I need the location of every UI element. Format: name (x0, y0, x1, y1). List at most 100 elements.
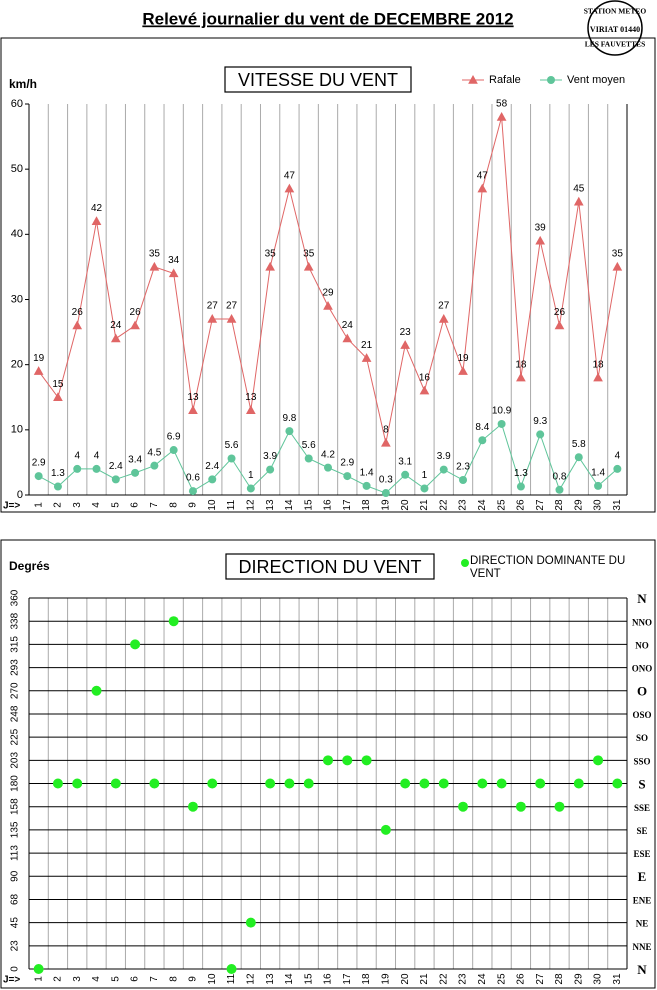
data-label: 9.8 (282, 413, 296, 424)
marker (285, 427, 294, 436)
point (226, 964, 237, 974)
legend-label: Rafale (489, 74, 521, 86)
data-label: 2.4 (109, 461, 123, 472)
marker (555, 485, 564, 494)
marker (516, 372, 526, 382)
x-tick-label: 9 (188, 502, 199, 508)
data-label: 27 (226, 301, 238, 312)
data-label: 8.4 (475, 422, 489, 433)
data-label: 26 (72, 307, 84, 318)
marker (497, 419, 506, 428)
point (593, 755, 604, 766)
x-tick-label: 27 (535, 973, 546, 985)
data-label: 19 (33, 353, 45, 364)
x-tick-label: 25 (496, 973, 507, 985)
marker (613, 464, 622, 473)
legend: DIRECTION DOMINANTE DU VENT (470, 555, 625, 580)
marker (535, 235, 546, 245)
data-label: 3.9 (437, 451, 451, 462)
data-label: 35 (303, 249, 315, 260)
point (149, 778, 160, 789)
marker (516, 482, 525, 491)
x-tick-label: 8 (168, 502, 179, 508)
point (323, 755, 333, 766)
y2-tick-label: SE (636, 826, 647, 836)
point (535, 778, 546, 789)
stamp-text: STATION METEO (584, 7, 647, 16)
y-tick-label: 60 (11, 98, 23, 110)
x-tick-label: 23 (458, 973, 469, 985)
data-label: 3.9 (263, 451, 277, 462)
point (361, 755, 372, 766)
x-tick-label: 2 (53, 502, 64, 508)
marker (130, 320, 140, 330)
x-tick-label: 2 (53, 976, 64, 982)
data-label: 29 (322, 288, 334, 299)
y2-tick-label: S (638, 776, 645, 791)
data-label: 45 (573, 183, 585, 194)
data-label: 5.8 (572, 439, 586, 450)
data-label: 2.9 (32, 458, 46, 469)
x-tick-label: 27 (535, 499, 546, 511)
data-label: 5.6 (225, 440, 239, 451)
y-tick-label: 23 (10, 940, 21, 952)
data-label: 18 (515, 359, 527, 370)
x-tick-label: 29 (573, 973, 584, 985)
point (380, 824, 391, 835)
y-tick-label: 45 (10, 917, 21, 929)
marker (323, 300, 333, 310)
page-title: Relevé journalier du vent de DECEMBRE 20… (142, 9, 513, 28)
data-label: 1.4 (360, 468, 374, 479)
y-tick-label: 203 (10, 752, 21, 769)
point (342, 755, 353, 766)
data-label: 47 (477, 170, 489, 181)
x-tick-label: 28 (554, 973, 565, 985)
data-label: 23 (400, 327, 412, 338)
y-tick-label: 158 (10, 798, 21, 815)
marker (266, 465, 275, 474)
marker (131, 468, 140, 477)
marker (207, 314, 218, 323)
legend-marker (461, 559, 469, 567)
y-tick-label: 10 (11, 424, 23, 436)
data-label: 2.3 (456, 462, 470, 473)
chart-title: VITESSE DU VENT (238, 70, 398, 90)
marker (381, 489, 390, 498)
marker (303, 261, 314, 271)
chart-frame (0, 539, 656, 989)
data-label: 19 (457, 353, 469, 364)
x-tick-label: 17 (342, 973, 353, 985)
marker (169, 446, 178, 455)
marker (245, 405, 256, 414)
marker (208, 475, 217, 484)
x-tick-label: 15 (303, 499, 314, 511)
marker (478, 436, 487, 445)
x-tick-label: 13 (265, 499, 276, 511)
y-tick-label: 180 (10, 775, 21, 792)
data-label: 15 (52, 379, 64, 390)
marker (150, 461, 159, 470)
x-tick-label: 22 (438, 499, 449, 511)
data-label: 1 (248, 470, 254, 481)
data-label: 18 (593, 359, 605, 370)
x-tick-label: 16 (323, 973, 334, 985)
data-label: 8 (383, 425, 389, 436)
data-label: 3.1 (398, 456, 412, 467)
y-tick-label: 360 (10, 589, 21, 606)
x-tick-label: 25 (496, 499, 507, 511)
marker (420, 484, 429, 493)
marker (34, 472, 43, 481)
y2-tick-label: NO (635, 640, 649, 650)
marker (53, 482, 62, 491)
x-tick-label: 20 (400, 499, 411, 511)
y2-tick-label: SSE (634, 803, 650, 813)
x-tick-label: 14 (284, 499, 295, 511)
data-label: 26 (130, 307, 142, 318)
x-tick-label: 5 (110, 502, 121, 508)
x-tick-label: 29 (573, 499, 584, 511)
marker (419, 385, 430, 395)
point (303, 778, 314, 789)
point (573, 778, 584, 789)
stamp-text: VIRIAT 01440 (590, 25, 640, 34)
